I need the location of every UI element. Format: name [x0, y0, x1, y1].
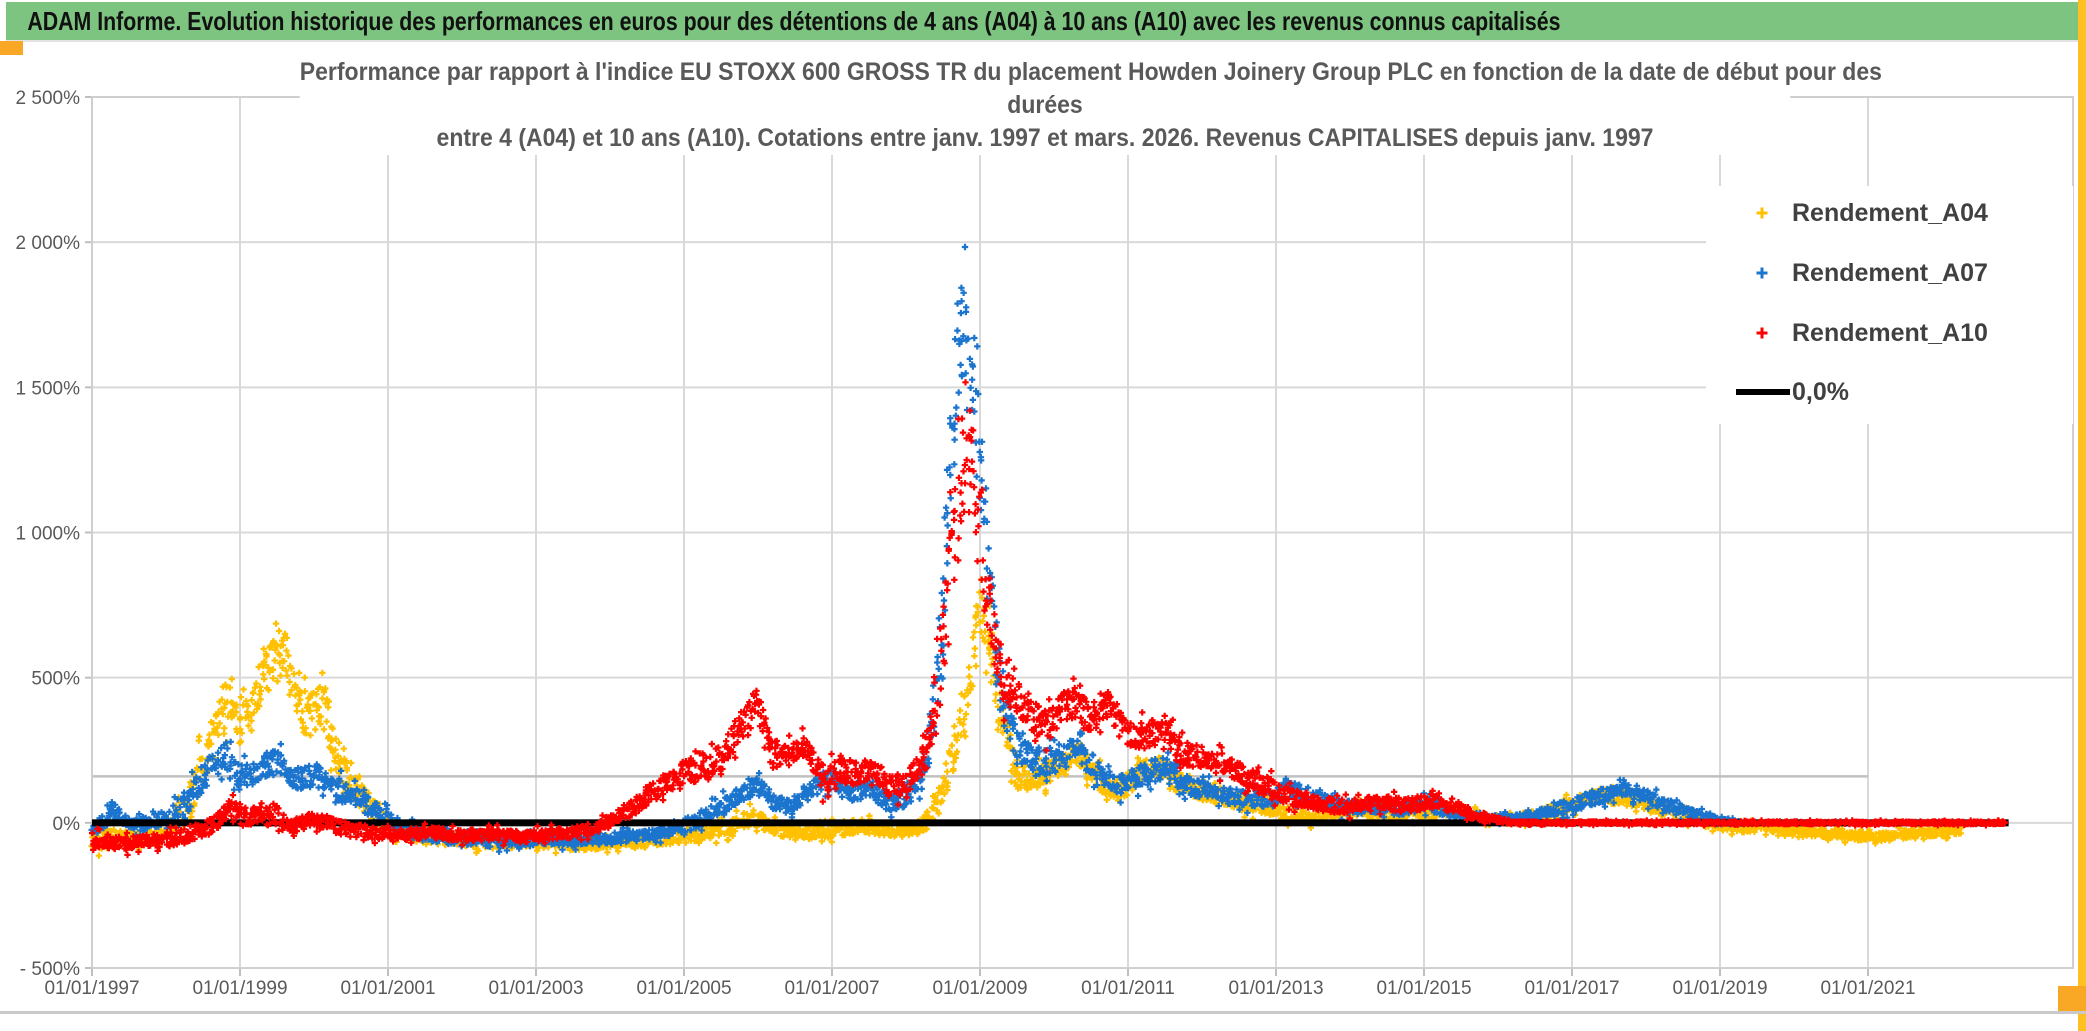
legend-label: Rendement_A10 [1792, 319, 1988, 347]
y-axis-label: 2 000% [16, 233, 81, 254]
legend-entry[interactable]: Rendement_A10 [1756, 319, 1988, 347]
x-axis-label: 01/01/2021 [1820, 978, 1915, 999]
legend-plus-marker-icon [1756, 207, 1768, 219]
legend-entry[interactable]: Rendement_A07 [1756, 259, 1988, 287]
x-axis-label: 01/01/2001 [340, 978, 435, 999]
chart-title-line-2: durées [1007, 91, 1083, 119]
legend-label: Rendement_A07 [1792, 259, 1988, 287]
chart-title-line-1: Performance par rapport à l'indice EU ST… [299, 58, 1882, 86]
x-axis-label: 01/01/2015 [1376, 978, 1471, 999]
header-bar: ADAM Informe. Evolution historique des p… [6, 2, 2078, 40]
legend-label: 0,0% [1792, 378, 1849, 406]
x-axis-label: 01/01/2009 [932, 978, 1027, 999]
y-axis-label: - 500% [20, 959, 80, 980]
y-axis-label: 500% [31, 669, 80, 690]
y-axis-label: 1 000% [16, 524, 81, 545]
scatter-series-rendement-a10 [89, 379, 2008, 859]
x-axis-label: 01/01/2003 [488, 978, 583, 999]
x-axis-label: 01/01/2007 [784, 978, 879, 999]
legend-entry[interactable]: Rendement_A04 [1756, 199, 1988, 227]
x-axis-label: 01/01/2011 [1081, 978, 1175, 999]
header-title: ADAM Informe. Evolution historique des p… [27, 5, 1561, 36]
x-axis-label: 01/01/2017 [1524, 978, 1619, 999]
y-axis-label: 1 500% [16, 378, 81, 399]
y-axis-label: 0% [53, 814, 81, 835]
x-axis-label: 01/01/2013 [1228, 978, 1323, 999]
x-axis-label: 01/01/2005 [636, 978, 731, 999]
legend-plus-marker-icon [1756, 327, 1768, 339]
legend-box [1706, 186, 2073, 424]
chart-title-line-3: entre 4 (A04) et 10 ans (A10). Cotations… [436, 124, 1654, 152]
legend-plus-marker-icon [1756, 267, 1768, 279]
zero-percent-line [92, 819, 2009, 827]
x-axis-label: 01/01/2019 [1672, 978, 1767, 999]
x-axis-label: 01/01/1999 [192, 978, 287, 999]
legend-entry[interactable]: 0,0% [1736, 378, 1849, 406]
chart-title: Performance par rapport à l'indice EU ST… [299, 56, 1882, 155]
slide-bottom-rule [0, 1011, 2086, 1014]
header-shadow-line [6, 40, 2078, 42]
orange-accent-top-left [0, 41, 23, 55]
x-axis-label: 01/01/1997 [44, 978, 139, 999]
orange-accent-bottom-right [2058, 986, 2086, 1012]
orange-accent-right-strip [2078, 0, 2086, 1031]
y-axis-label: 2 500% [16, 88, 81, 109]
legend-label: Rendement_A04 [1792, 199, 1988, 227]
